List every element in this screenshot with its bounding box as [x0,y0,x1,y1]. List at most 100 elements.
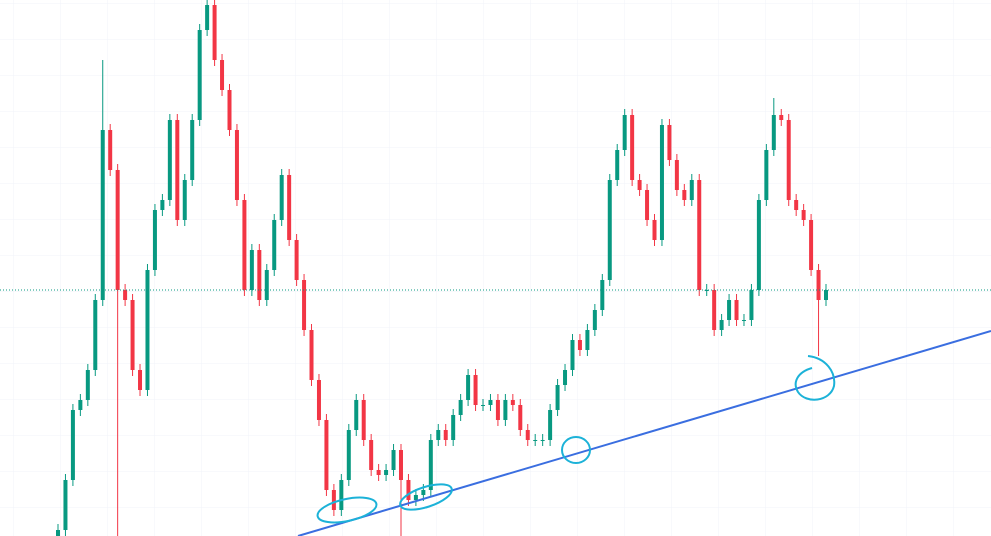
candle-body [689,180,694,200]
candle-body [816,270,821,300]
candle-body [749,290,754,320]
candle-body [458,400,463,415]
candle-body [398,450,403,480]
candle-body [607,180,612,280]
candle-body [384,470,389,475]
candle-body [123,290,128,300]
candle-body [794,200,799,210]
candle-body [622,115,627,150]
candle-body [302,280,307,330]
candle-body [190,120,195,180]
candle-body [741,320,746,321]
candle-body [809,220,814,270]
candle-body [152,210,157,270]
trend-line [297,330,991,536]
candle-body [376,470,381,475]
candle-body [510,400,515,405]
candle-body [667,125,672,160]
candle-body [413,495,418,500]
candle-body [316,380,321,420]
candle-body [719,320,724,330]
candle-body [764,150,769,200]
candle-body [518,405,523,430]
candle-body [540,440,545,441]
candle-body [712,290,717,330]
candle-body [234,130,239,200]
candle-body [339,480,344,510]
candle-body [682,190,687,200]
candle-body [70,410,75,480]
candle-body [182,180,187,220]
candle-body [197,30,202,120]
candle-body [428,440,433,490]
candle-body [600,280,605,310]
candle-body [592,310,597,330]
candle-body [167,120,172,200]
candle-body [533,440,538,441]
candle-body [704,290,709,291]
candle-body [354,400,359,430]
candle-body [548,410,553,440]
candle-body [175,120,180,220]
candle-body [645,190,650,220]
candle-body [734,300,739,320]
candle-body [473,375,478,405]
candle-body [369,440,374,470]
candle-body [659,125,664,240]
candle-body [324,420,329,490]
candle-body [451,415,456,440]
candle-body [108,130,113,170]
candle-body [279,175,284,220]
candle-body [257,250,262,300]
candle-body [436,430,441,440]
candle-body [652,220,657,240]
candle-body [727,300,732,320]
candle-body [309,330,314,380]
candle-body [488,400,493,405]
candle-body [287,175,292,240]
candle-body [205,5,210,30]
candle-body [674,160,679,190]
candle-body [466,375,471,400]
candle-body [331,490,336,510]
candle-body [563,370,568,385]
circle [399,483,453,511]
candle-body [801,210,806,220]
candle-body [756,200,761,290]
candle-body [78,400,83,410]
candle-body [481,405,486,406]
candle-body [615,150,620,180]
candle-body [100,130,105,300]
circle [316,496,378,524]
candle-body [824,290,828,300]
candle-body [249,250,254,290]
candle-body [130,300,135,370]
candle-body [56,530,60,536]
candle-body [361,400,366,440]
candle-body [421,490,426,495]
candle-body [637,180,642,190]
candle-body [577,340,582,350]
candle-body [525,430,530,440]
candle-body [227,90,232,130]
circle [561,436,591,464]
candle-body [406,480,411,500]
candle-body [115,170,120,290]
candle-body [220,60,225,90]
candle-body [264,270,269,300]
candle-body [391,450,396,470]
candle-body [85,370,90,400]
candle-body [585,330,590,350]
candle-body [63,480,68,530]
candle-body [294,240,299,280]
candle-body [555,385,560,410]
candle-body [771,115,776,150]
candle-body [212,5,217,60]
candle-body [272,220,277,270]
candles [56,0,828,536]
candle-body [138,370,143,390]
candle-body [93,300,98,370]
